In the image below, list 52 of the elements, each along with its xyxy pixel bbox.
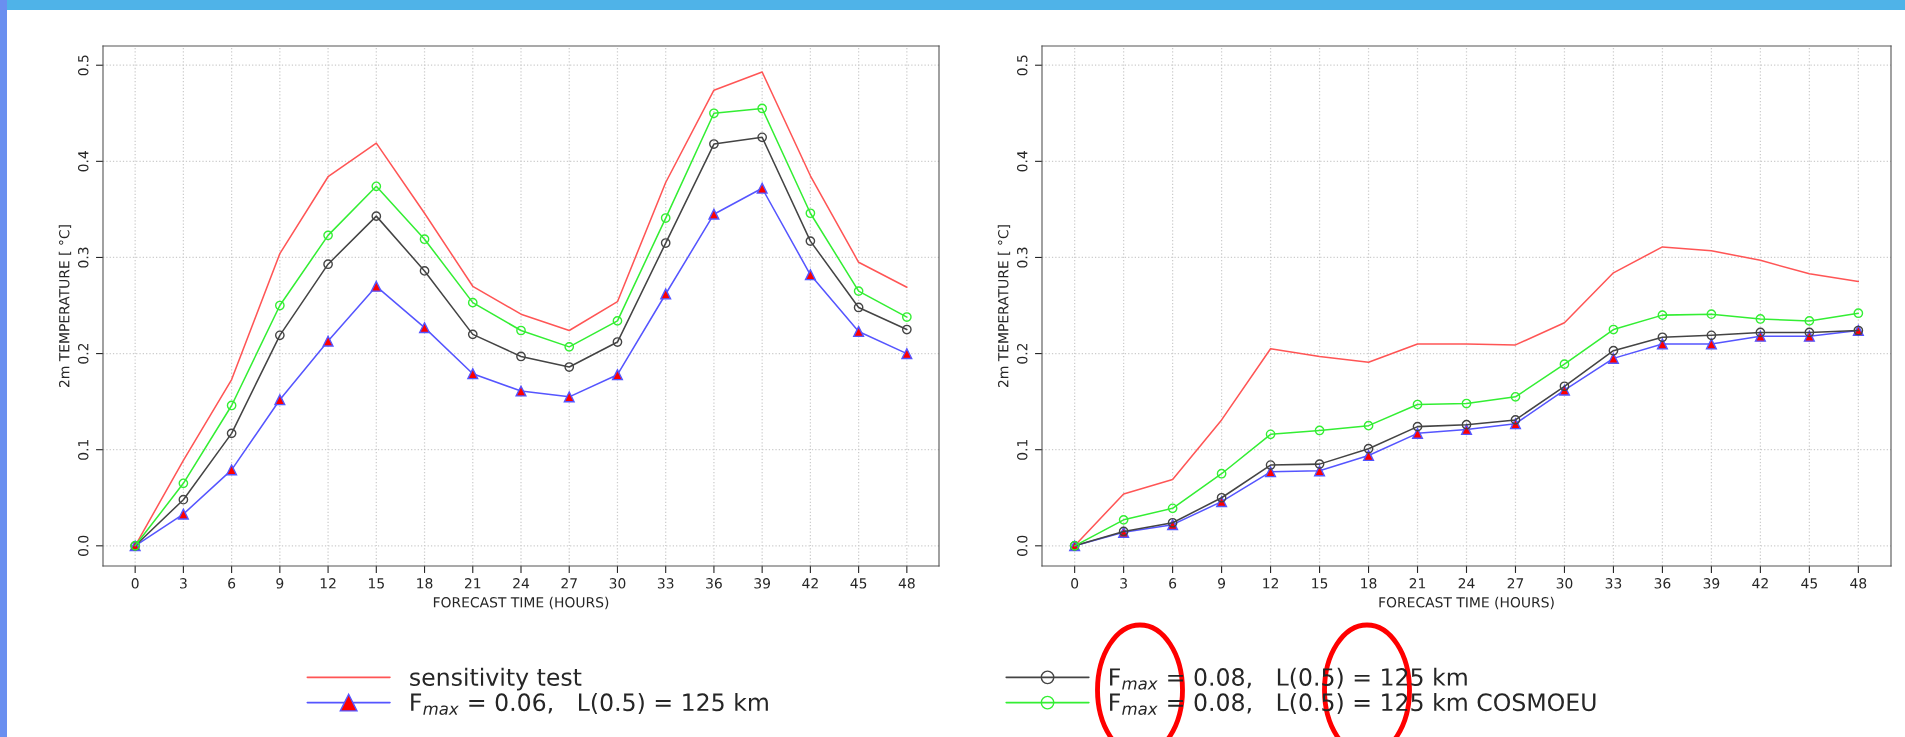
x-tick-label: 36: [706, 578, 722, 589]
x-tick-label: 42: [802, 578, 818, 589]
x-tick-label: 15: [1312, 578, 1328, 589]
x-tick-label: 24: [513, 578, 530, 589]
x-tick-label: 39: [1703, 578, 1720, 589]
x-tick-label: 30: [1556, 578, 1573, 589]
y-axis-title: 2m TEMPERATURE [ °C]: [58, 225, 72, 388]
x-tick-label: 30: [609, 578, 626, 589]
x-tick-label: 0: [131, 578, 139, 589]
y-tick-label: 0.5: [1017, 55, 1028, 76]
x-tick-label: 12: [1263, 578, 1279, 589]
legend-label: F$_{max}$ = 0.06, L(0.5) = 125 km: [411, 692, 768, 715]
x-axis-title: FORECAST TIME (HOURS): [1379, 596, 1554, 610]
x-tick-label: 0: [1071, 578, 1079, 589]
x-tick-label: 45: [850, 578, 867, 589]
legend-label: sensitivity test: [410, 667, 582, 691]
x-tick-label: 18: [417, 578, 433, 589]
x-tick-label: 27: [561, 578, 577, 589]
x-tick-label: 39: [754, 578, 771, 589]
y-tick-label: 0.0: [78, 535, 89, 556]
x-tick-label: 21: [1409, 578, 1426, 589]
x-tick-label: 3: [1120, 578, 1127, 589]
x-tick-label: 15: [369, 578, 384, 589]
x-tick-label: 48: [898, 578, 915, 589]
x-tick-label: 33: [657, 578, 674, 589]
x-tick-label: 21: [464, 578, 481, 589]
y-tick-label: 0.4: [78, 151, 89, 172]
x-tick-label: 3: [180, 578, 187, 589]
y-axis-title: 2m TEMPERATURE [ °C]: [997, 225, 1011, 388]
x-tick-label: 48: [1850, 578, 1867, 589]
y-tick-label: 0.2: [1017, 343, 1028, 364]
y-tick-label: 0.1: [1017, 439, 1028, 460]
y-tick-label: 0.3: [78, 247, 89, 268]
x-axis-title: FORECAST TIME (HOURS): [433, 596, 609, 610]
y-tick-label: 0.3: [1017, 247, 1028, 268]
x-tick-label: 6: [228, 578, 236, 589]
x-tick-label: 42: [1752, 578, 1768, 589]
y-tick-label: 0.0: [1017, 535, 1028, 556]
x-tick-label: 33: [1605, 578, 1622, 589]
y-tick-label: 0.4: [1017, 151, 1028, 172]
x-tick-label: 9: [1218, 578, 1226, 589]
x-tick-label: 45: [1801, 578, 1817, 589]
x-tick-label: 12: [320, 578, 336, 589]
y-tick-label: 0.1: [78, 439, 89, 460]
x-tick-label: 18: [1361, 578, 1377, 589]
x-tick-label: 24: [1458, 578, 1475, 589]
x-tick-label: 27: [1507, 578, 1524, 589]
x-tick-label: 36: [1654, 578, 1671, 589]
x-tick-label: 9: [276, 578, 284, 589]
x-tick-label: 6: [1169, 578, 1177, 589]
y-tick-label: 0.5: [78, 55, 89, 76]
y-tick-label: 0.2: [78, 343, 89, 364]
